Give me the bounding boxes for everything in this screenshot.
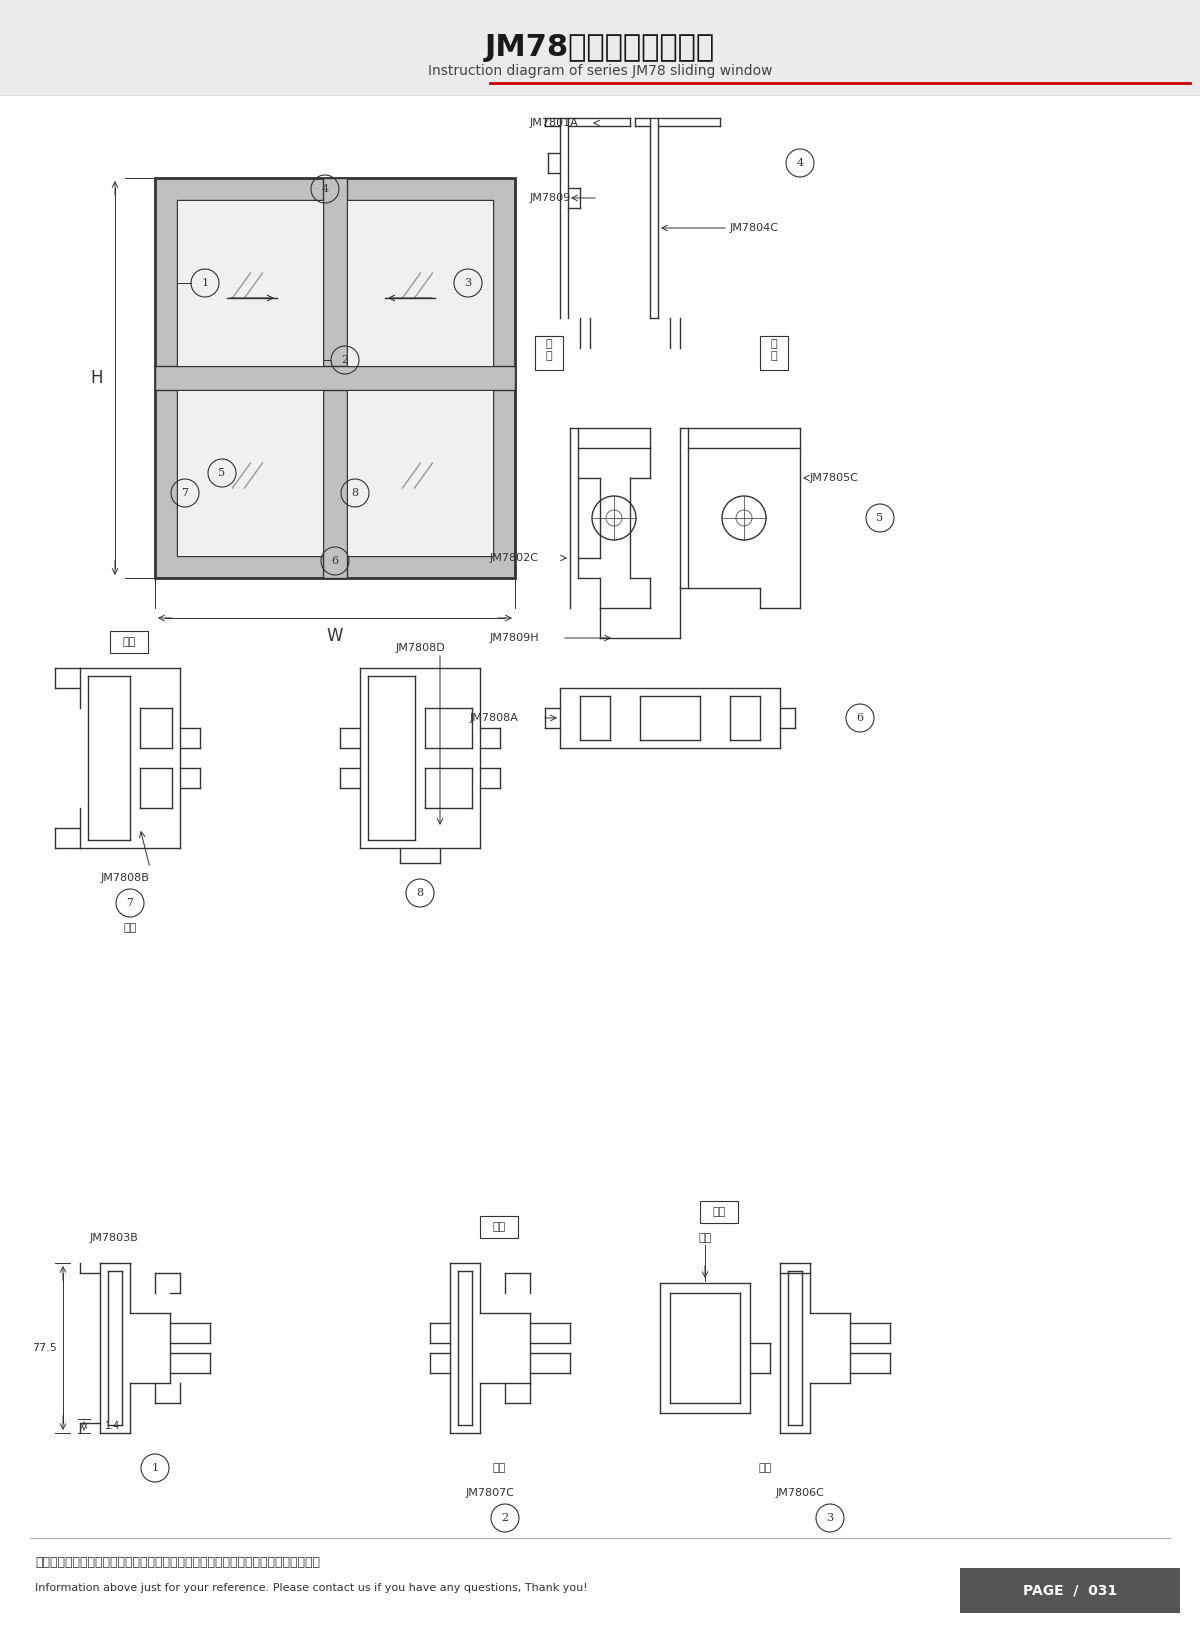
Text: 6: 6 <box>857 713 864 723</box>
Text: 室外: 室外 <box>492 1464 505 1473</box>
Bar <box>480 1216 518 1237</box>
Text: 7: 7 <box>126 899 133 908</box>
Text: 6: 6 <box>331 557 338 567</box>
Text: JM7802C: JM7802C <box>490 554 539 563</box>
Text: PAGE  /  031: PAGE / 031 <box>1022 1584 1117 1599</box>
Text: JM7803B: JM7803B <box>90 1232 139 1244</box>
Text: 室外: 室外 <box>124 923 137 933</box>
Text: JM7807C: JM7807C <box>466 1488 515 1498</box>
Text: 5: 5 <box>218 467 226 479</box>
Bar <box>535 335 563 370</box>
Text: 2: 2 <box>342 355 348 365</box>
Text: 室内: 室内 <box>122 637 136 646</box>
Text: JM7809: JM7809 <box>530 194 571 204</box>
Text: Instruction diagram of series JM78 sliding window: Instruction diagram of series JM78 slidi… <box>427 63 773 78</box>
Text: Information above just for your reference. Please contact us if you have any que: Information above just for your referenc… <box>35 1582 588 1594</box>
Bar <box>700 1201 738 1223</box>
Bar <box>960 1568 1180 1613</box>
Text: JM78系列推拉窗结构图: JM78系列推拉窗结构图 <box>485 34 715 62</box>
Text: 8: 8 <box>352 488 359 498</box>
Text: 4: 4 <box>322 184 329 194</box>
Bar <box>347 391 493 557</box>
Text: 纱网: 纱网 <box>698 1232 712 1244</box>
Bar <box>155 366 515 391</box>
Text: 图中所示型材截面、装配、编号、尺寸及重量仅供参考。如有疑问，请向本公司查询。: 图中所示型材截面、装配、编号、尺寸及重量仅供参考。如有疑问，请向本公司查询。 <box>35 1556 320 1569</box>
Bar <box>0 0 1200 94</box>
Text: 1: 1 <box>202 278 209 288</box>
Text: 室
内: 室 内 <box>546 339 552 361</box>
Text: 室内: 室内 <box>713 1206 726 1218</box>
Text: JM7808A: JM7808A <box>470 713 518 723</box>
Bar <box>178 200 323 366</box>
Text: 2: 2 <box>502 1512 509 1524</box>
Bar <box>178 200 493 557</box>
Bar <box>760 335 788 370</box>
Text: 4: 4 <box>797 158 804 168</box>
Bar <box>323 177 347 578</box>
Text: 1.4: 1.4 <box>106 1421 120 1431</box>
Text: 7: 7 <box>181 488 188 498</box>
Text: 3: 3 <box>827 1512 834 1524</box>
Bar <box>178 391 323 557</box>
Text: W: W <box>326 627 343 645</box>
Bar <box>155 177 515 578</box>
Text: 3: 3 <box>464 278 472 288</box>
Bar <box>347 200 493 366</box>
Text: JM7801A: JM7801A <box>530 117 578 129</box>
Text: JM7809H: JM7809H <box>490 633 540 643</box>
Text: JM7804C: JM7804C <box>730 223 779 233</box>
Text: JM7806C: JM7806C <box>775 1488 824 1498</box>
Text: 室外: 室外 <box>758 1464 772 1473</box>
Text: 8: 8 <box>416 887 424 899</box>
Text: 室内: 室内 <box>492 1223 505 1232</box>
Text: JM7805C: JM7805C <box>810 474 859 484</box>
Text: 室
外: 室 外 <box>770 339 778 361</box>
Text: 77.5: 77.5 <box>32 1343 58 1353</box>
Text: JM7808B: JM7808B <box>101 873 150 882</box>
Text: 1: 1 <box>151 1464 158 1473</box>
Text: H: H <box>91 370 103 387</box>
Bar <box>110 632 148 653</box>
Text: JM7808D: JM7808D <box>395 643 445 653</box>
Text: 5: 5 <box>876 513 883 523</box>
